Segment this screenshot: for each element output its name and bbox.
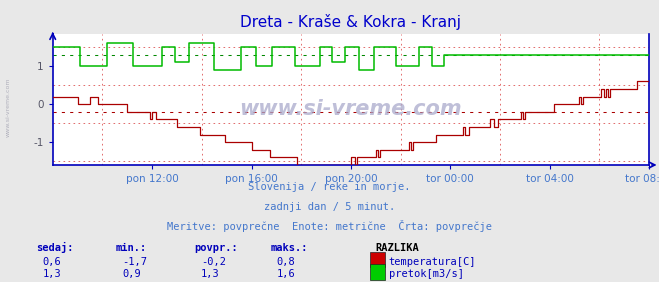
Text: -1,7: -1,7 — [122, 257, 147, 266]
Text: Meritve: povprečne  Enote: metrične  Črta: povprečje: Meritve: povprečne Enote: metrične Črta:… — [167, 220, 492, 232]
Text: 1,3: 1,3 — [43, 269, 61, 279]
Title: Dreta - Kraše & Kokra - Kranj: Dreta - Kraše & Kokra - Kranj — [241, 14, 461, 30]
Text: 0,9: 0,9 — [122, 269, 140, 279]
Text: 1,6: 1,6 — [277, 269, 295, 279]
Text: min.:: min.: — [115, 243, 146, 253]
Text: -0,2: -0,2 — [201, 257, 226, 266]
Text: temperatura[C]: temperatura[C] — [389, 257, 476, 266]
Text: 0,8: 0,8 — [277, 257, 295, 266]
Text: 1,3: 1,3 — [201, 269, 219, 279]
Text: pretok[m3/s]: pretok[m3/s] — [389, 269, 464, 279]
Text: zadnji dan / 5 minut.: zadnji dan / 5 minut. — [264, 202, 395, 212]
Text: sedaj:: sedaj: — [36, 242, 74, 253]
Text: maks.:: maks.: — [270, 243, 308, 253]
Text: povpr.:: povpr.: — [194, 243, 238, 253]
Text: www.si-vreme.com: www.si-vreme.com — [240, 99, 462, 119]
Text: RAZLIKA: RAZLIKA — [376, 243, 419, 253]
Text: www.si-vreme.com: www.si-vreme.com — [5, 78, 11, 137]
Text: 0,6: 0,6 — [43, 257, 61, 266]
Text: Slovenija / reke in morje.: Slovenija / reke in morje. — [248, 182, 411, 192]
